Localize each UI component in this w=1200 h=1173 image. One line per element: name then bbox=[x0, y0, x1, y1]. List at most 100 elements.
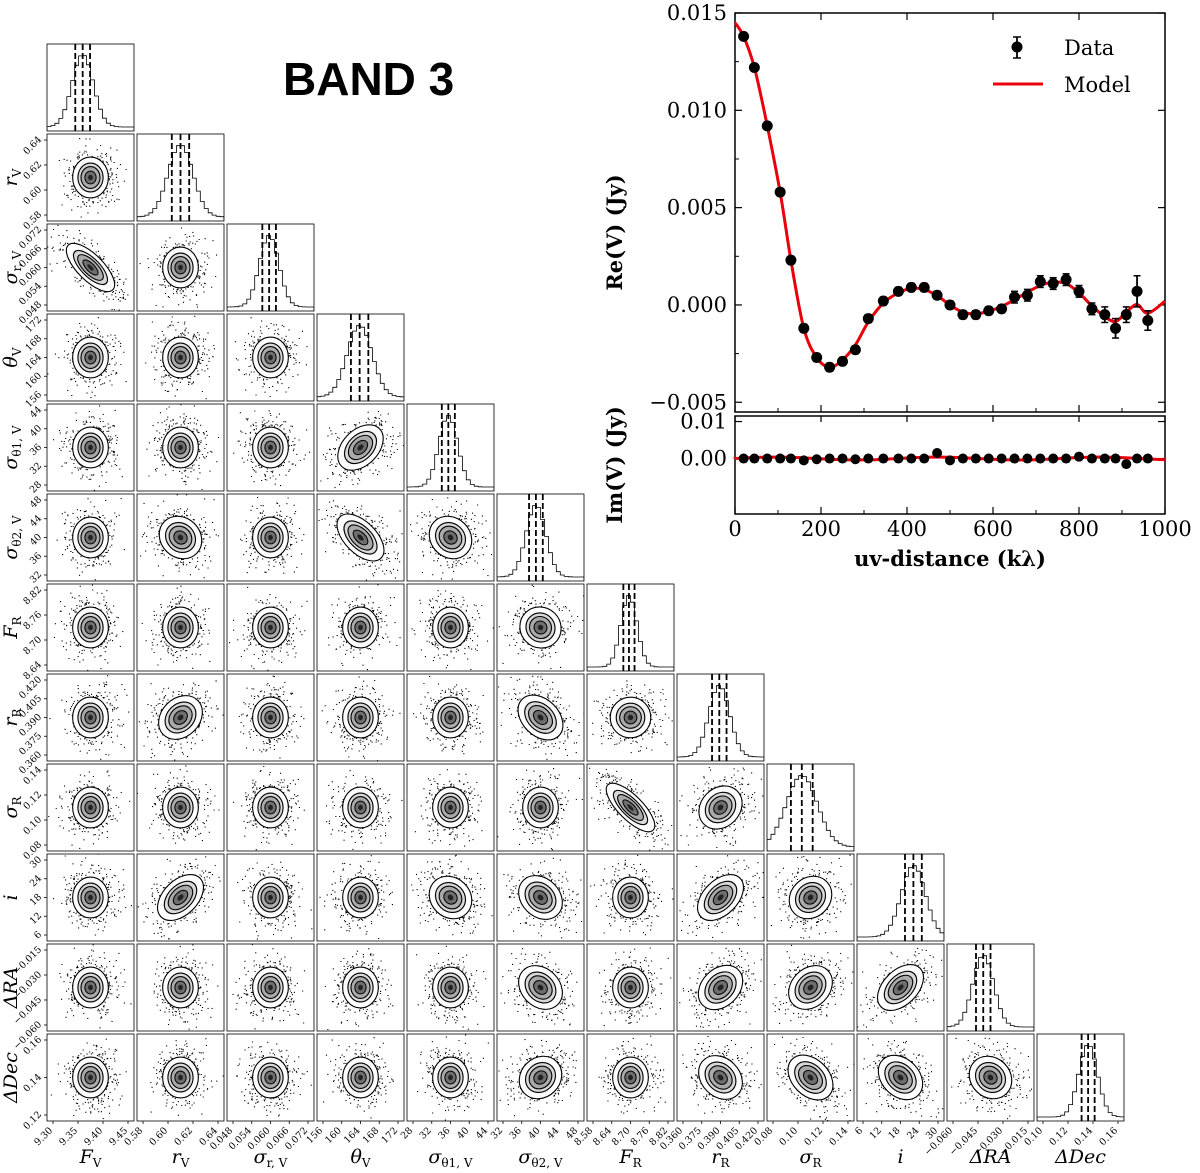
contour-outer bbox=[612, 966, 649, 1009]
contour-outer bbox=[612, 1056, 649, 1099]
contour-mid bbox=[704, 971, 737, 1004]
contour-outer bbox=[697, 964, 744, 1011]
contour-outer bbox=[432, 696, 469, 739]
contour-outer bbox=[428, 515, 473, 560]
contour-mid bbox=[437, 792, 464, 823]
corner-panel-sigt1V-rV bbox=[136, 403, 225, 492]
contour-outer bbox=[72, 156, 109, 199]
data-point-real-2 bbox=[761, 120, 773, 132]
corner-panel-sigt1V-sigt1V bbox=[406, 403, 495, 492]
density-peak bbox=[88, 534, 93, 541]
contour-outer bbox=[162, 606, 199, 649]
data-point-imag-23 bbox=[1035, 453, 1046, 464]
yaxis-label-sigrV: σr, V bbox=[0, 250, 24, 284]
xaxis-label-thetaV: θV bbox=[350, 1146, 370, 1170]
xtick-label-FV-2: 9.40 bbox=[82, 1125, 105, 1148]
density-peak bbox=[357, 444, 364, 451]
corner-panel-inc-inc bbox=[856, 853, 945, 942]
histogram-dDec bbox=[1037, 1045, 1124, 1121]
contour-mid bbox=[77, 1062, 104, 1093]
corner-panel-thetaV-rV bbox=[136, 313, 225, 402]
density-peak bbox=[807, 984, 814, 991]
ytick-label-sigt2V-4: 48 bbox=[28, 494, 44, 510]
contour-mid bbox=[974, 1061, 1007, 1094]
contour-outer bbox=[162, 786, 199, 829]
xtick-label-sigt1V-0: 28 bbox=[399, 1125, 415, 1141]
contour-outer bbox=[787, 1054, 834, 1101]
data-point-real-31 bbox=[1131, 285, 1143, 297]
contour-mid bbox=[794, 881, 827, 914]
density-peak bbox=[717, 894, 724, 901]
data-point-imag-22 bbox=[1022, 453, 1033, 464]
ytick-label-rV-2: 0.62 bbox=[21, 159, 44, 182]
data-point-imag-25 bbox=[1061, 453, 1072, 464]
contour-mid bbox=[72, 249, 109, 286]
histogram-FR bbox=[587, 595, 674, 671]
xtick-label-sigt2V-3: 44 bbox=[545, 1125, 561, 1141]
xaxis-label-dDec: ΔDec bbox=[1054, 1146, 1106, 1168]
xtick-label-inc-3: 24 bbox=[905, 1125, 921, 1141]
data-point-real-1 bbox=[748, 61, 760, 73]
xaxis-label-sigt2V: σθ2, V bbox=[518, 1146, 562, 1170]
corner-panel-dDec-sigrV bbox=[226, 1033, 315, 1122]
data-point-real-32 bbox=[1142, 315, 1154, 327]
contour-mid bbox=[167, 612, 194, 643]
contour-mid bbox=[343, 520, 378, 555]
xaxis-label-inc: i bbox=[897, 1146, 903, 1168]
data-point-imag-5 bbox=[798, 455, 809, 466]
corner-panel-inc-thetaV bbox=[316, 853, 405, 942]
data-point-real-13 bbox=[905, 281, 917, 293]
contour-outer bbox=[609, 696, 652, 739]
density-peak bbox=[268, 804, 273, 811]
contour-outer bbox=[342, 606, 379, 649]
contour-mid bbox=[257, 792, 284, 823]
contour-mid bbox=[347, 792, 374, 823]
contour-mid bbox=[615, 702, 646, 733]
density-peak bbox=[897, 984, 904, 991]
data-point-imag-14 bbox=[919, 453, 930, 464]
contour-outer bbox=[72, 786, 109, 829]
data-point-imag-15 bbox=[932, 447, 943, 458]
data-point-imag-20 bbox=[996, 453, 1007, 464]
ytick-imag-label-0: 0.00 bbox=[680, 447, 727, 471]
density-peak bbox=[448, 804, 453, 811]
corner-panel-FR-sigrV bbox=[226, 583, 315, 672]
xtick-label-FR-3: 8.76 bbox=[629, 1125, 652, 1148]
contour-outer bbox=[877, 964, 924, 1011]
ytick-label-sigt2V-1: 36 bbox=[28, 551, 44, 567]
contour-mid bbox=[257, 882, 284, 913]
contour-outer bbox=[877, 1054, 924, 1101]
corner-panel-sigrV-rV bbox=[136, 223, 225, 312]
corner-panel-FR-FR bbox=[586, 583, 675, 672]
contour-mid bbox=[164, 521, 197, 554]
data-point-real-3 bbox=[774, 186, 786, 198]
xtick-label-sigt2V-0: 32 bbox=[489, 1125, 505, 1141]
histogram-dRA bbox=[947, 955, 1034, 1031]
xtick-label-sigR-0: 0.08 bbox=[752, 1125, 775, 1148]
density-peak bbox=[177, 534, 184, 541]
data-point-imag-27 bbox=[1086, 453, 1097, 464]
corner-panel-rR-FR bbox=[586, 673, 675, 762]
xaxis-label-sigR: σR bbox=[799, 1146, 822, 1170]
contour-mid bbox=[77, 162, 104, 193]
ytick-real-label-1: 0.000 bbox=[667, 293, 727, 317]
corner-panel-sigt2V-sigt2V bbox=[496, 493, 585, 582]
density-peak bbox=[268, 354, 273, 361]
density-peak bbox=[177, 714, 184, 721]
data-point-imag-0 bbox=[738, 453, 749, 464]
ytick-label-inc-2: 18 bbox=[28, 892, 44, 908]
yaxis-label-dRA: ΔRA bbox=[0, 967, 22, 1010]
contour-mid bbox=[617, 882, 644, 913]
data-point-real-12 bbox=[892, 285, 904, 297]
corner-panel-dRA-rV bbox=[136, 943, 225, 1032]
density-peak bbox=[358, 804, 363, 811]
corner-panel-dRA-sigrV bbox=[226, 943, 315, 1032]
ytick-real-label-3: 0.010 bbox=[667, 98, 727, 122]
ytick-label-sigR-1: 0.10 bbox=[21, 814, 44, 837]
density-peak bbox=[358, 1074, 363, 1081]
density-peak bbox=[178, 1074, 183, 1081]
corner-panel-inc-rV bbox=[136, 853, 225, 942]
contour-mid bbox=[347, 972, 374, 1003]
contour-outer bbox=[428, 875, 473, 920]
